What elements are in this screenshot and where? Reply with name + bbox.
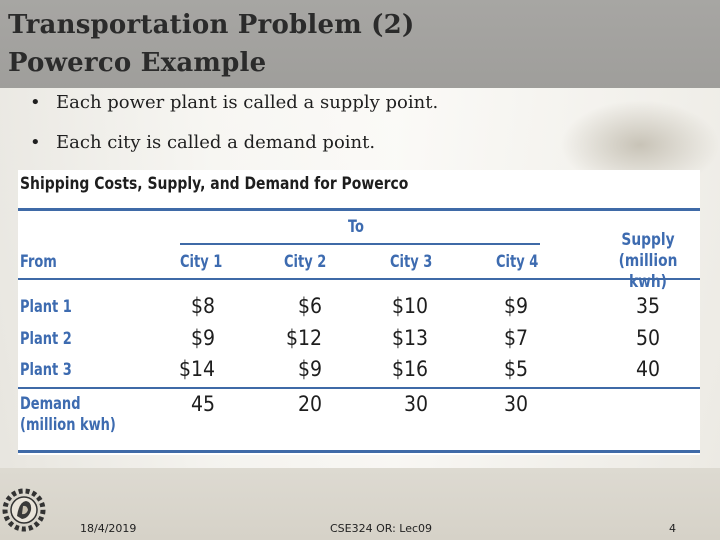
- cost-cell: $12: [285, 326, 322, 350]
- supply-cell: 50: [635, 326, 660, 350]
- bullet-emphasis: demand point: [243, 132, 370, 153]
- title-bar: Transportation Problem (2) Powerco Examp…: [0, 0, 720, 88]
- demand-label-line-1: Demand: [20, 394, 81, 414]
- to-underline: [180, 243, 540, 245]
- cost-cell: $7: [503, 326, 528, 350]
- bullet-demand-point: • Each city is called a demand point.: [30, 132, 375, 153]
- footer-course: CSE324 OR: Lec09: [330, 522, 433, 535]
- supply-header-line-2: (million kwh): [618, 251, 678, 292]
- bullet-suffix: .: [432, 92, 439, 113]
- bullet-supply-point: • Each power plant is called a supply poi…: [30, 92, 438, 113]
- cost-cell: $6: [297, 294, 322, 318]
- header-rule: [18, 278, 700, 280]
- cost-cell: $13: [391, 326, 428, 350]
- demand-cell: 30: [403, 392, 428, 416]
- title-line-2: Powerco Example: [8, 48, 267, 78]
- university-logo-icon: [2, 488, 46, 532]
- cost-cell: $9: [297, 357, 322, 381]
- table-rule-top: [18, 208, 700, 211]
- column-header-city-1: City 1: [180, 252, 223, 272]
- supply-header: Supply (million kwh): [603, 230, 693, 293]
- bullet-dot: •: [30, 92, 41, 113]
- supply-cell: 40: [635, 357, 660, 381]
- demand-cell: 45: [190, 392, 215, 416]
- row-label-plant-2: Plant 2: [20, 329, 72, 349]
- demand-label-line-2: (million kwh): [20, 415, 116, 435]
- column-header-city-3: City 3: [390, 252, 433, 272]
- bullet-suffix: .: [369, 132, 376, 153]
- row-label-plant-1: Plant 1: [20, 297, 72, 317]
- cost-cell: $14: [178, 357, 215, 381]
- supply-cell: 35: [635, 294, 660, 318]
- page-number: 4: [669, 522, 676, 535]
- slide-title: Transportation Problem (2) Powerco Examp…: [8, 6, 414, 82]
- bullet-dot: •: [30, 132, 41, 153]
- powerco-table: Shipping Costs, Supply, and Demand for P…: [18, 170, 700, 455]
- cost-cell: $16: [391, 357, 428, 381]
- cost-cell: $10: [391, 294, 428, 318]
- demand-rule: [18, 387, 700, 389]
- from-label: From: [20, 252, 57, 272]
- footer-date: 18/4/2019: [80, 522, 137, 535]
- supply-header-line-1: Supply: [621, 230, 675, 250]
- cost-cell: $5: [503, 357, 528, 381]
- bullet-text: Each power plant is called a: [56, 92, 320, 113]
- demand-cell: 20: [297, 392, 322, 416]
- column-header-city-2: City 2: [284, 252, 327, 272]
- cost-cell: $8: [190, 294, 215, 318]
- bullet-text: Each city is called a: [56, 132, 244, 153]
- bullet-emphasis: supply point: [319, 92, 433, 113]
- cost-cell: $9: [190, 326, 215, 350]
- cost-cell: $9: [503, 294, 528, 318]
- column-header-city-4: City 4: [496, 252, 539, 272]
- table-heading: Shipping Costs, Supply, and Demand for P…: [20, 174, 409, 194]
- title-line-1: Transportation Problem (2): [8, 10, 415, 40]
- to-label: To: [348, 217, 364, 237]
- table-rule-bottom: [18, 450, 700, 453]
- demand-cell: 30: [503, 392, 528, 416]
- row-label-plant-3: Plant 3: [20, 360, 72, 380]
- demand-label: Demand (million kwh): [20, 394, 116, 436]
